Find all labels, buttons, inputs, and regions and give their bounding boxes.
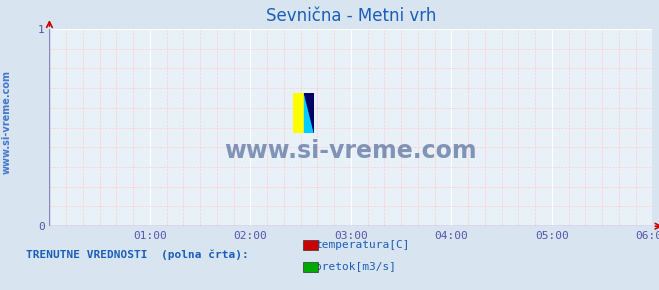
Text: www.si-vreme.com: www.si-vreme.com bbox=[1, 70, 12, 174]
Title: Sevnična - Metni vrh: Sevnična - Metni vrh bbox=[266, 7, 436, 25]
Text: www.si-vreme.com: www.si-vreme.com bbox=[225, 139, 477, 163]
Polygon shape bbox=[304, 93, 314, 133]
Text: pretok[m3/s]: pretok[m3/s] bbox=[315, 262, 396, 272]
Text: TRENUTNE VREDNOSTI  (polna črta):: TRENUTNE VREDNOSTI (polna črta): bbox=[26, 250, 249, 260]
Text: temperatura[C]: temperatura[C] bbox=[315, 240, 409, 250]
Bar bbox=[304, 93, 314, 133]
Bar bbox=[293, 93, 304, 133]
